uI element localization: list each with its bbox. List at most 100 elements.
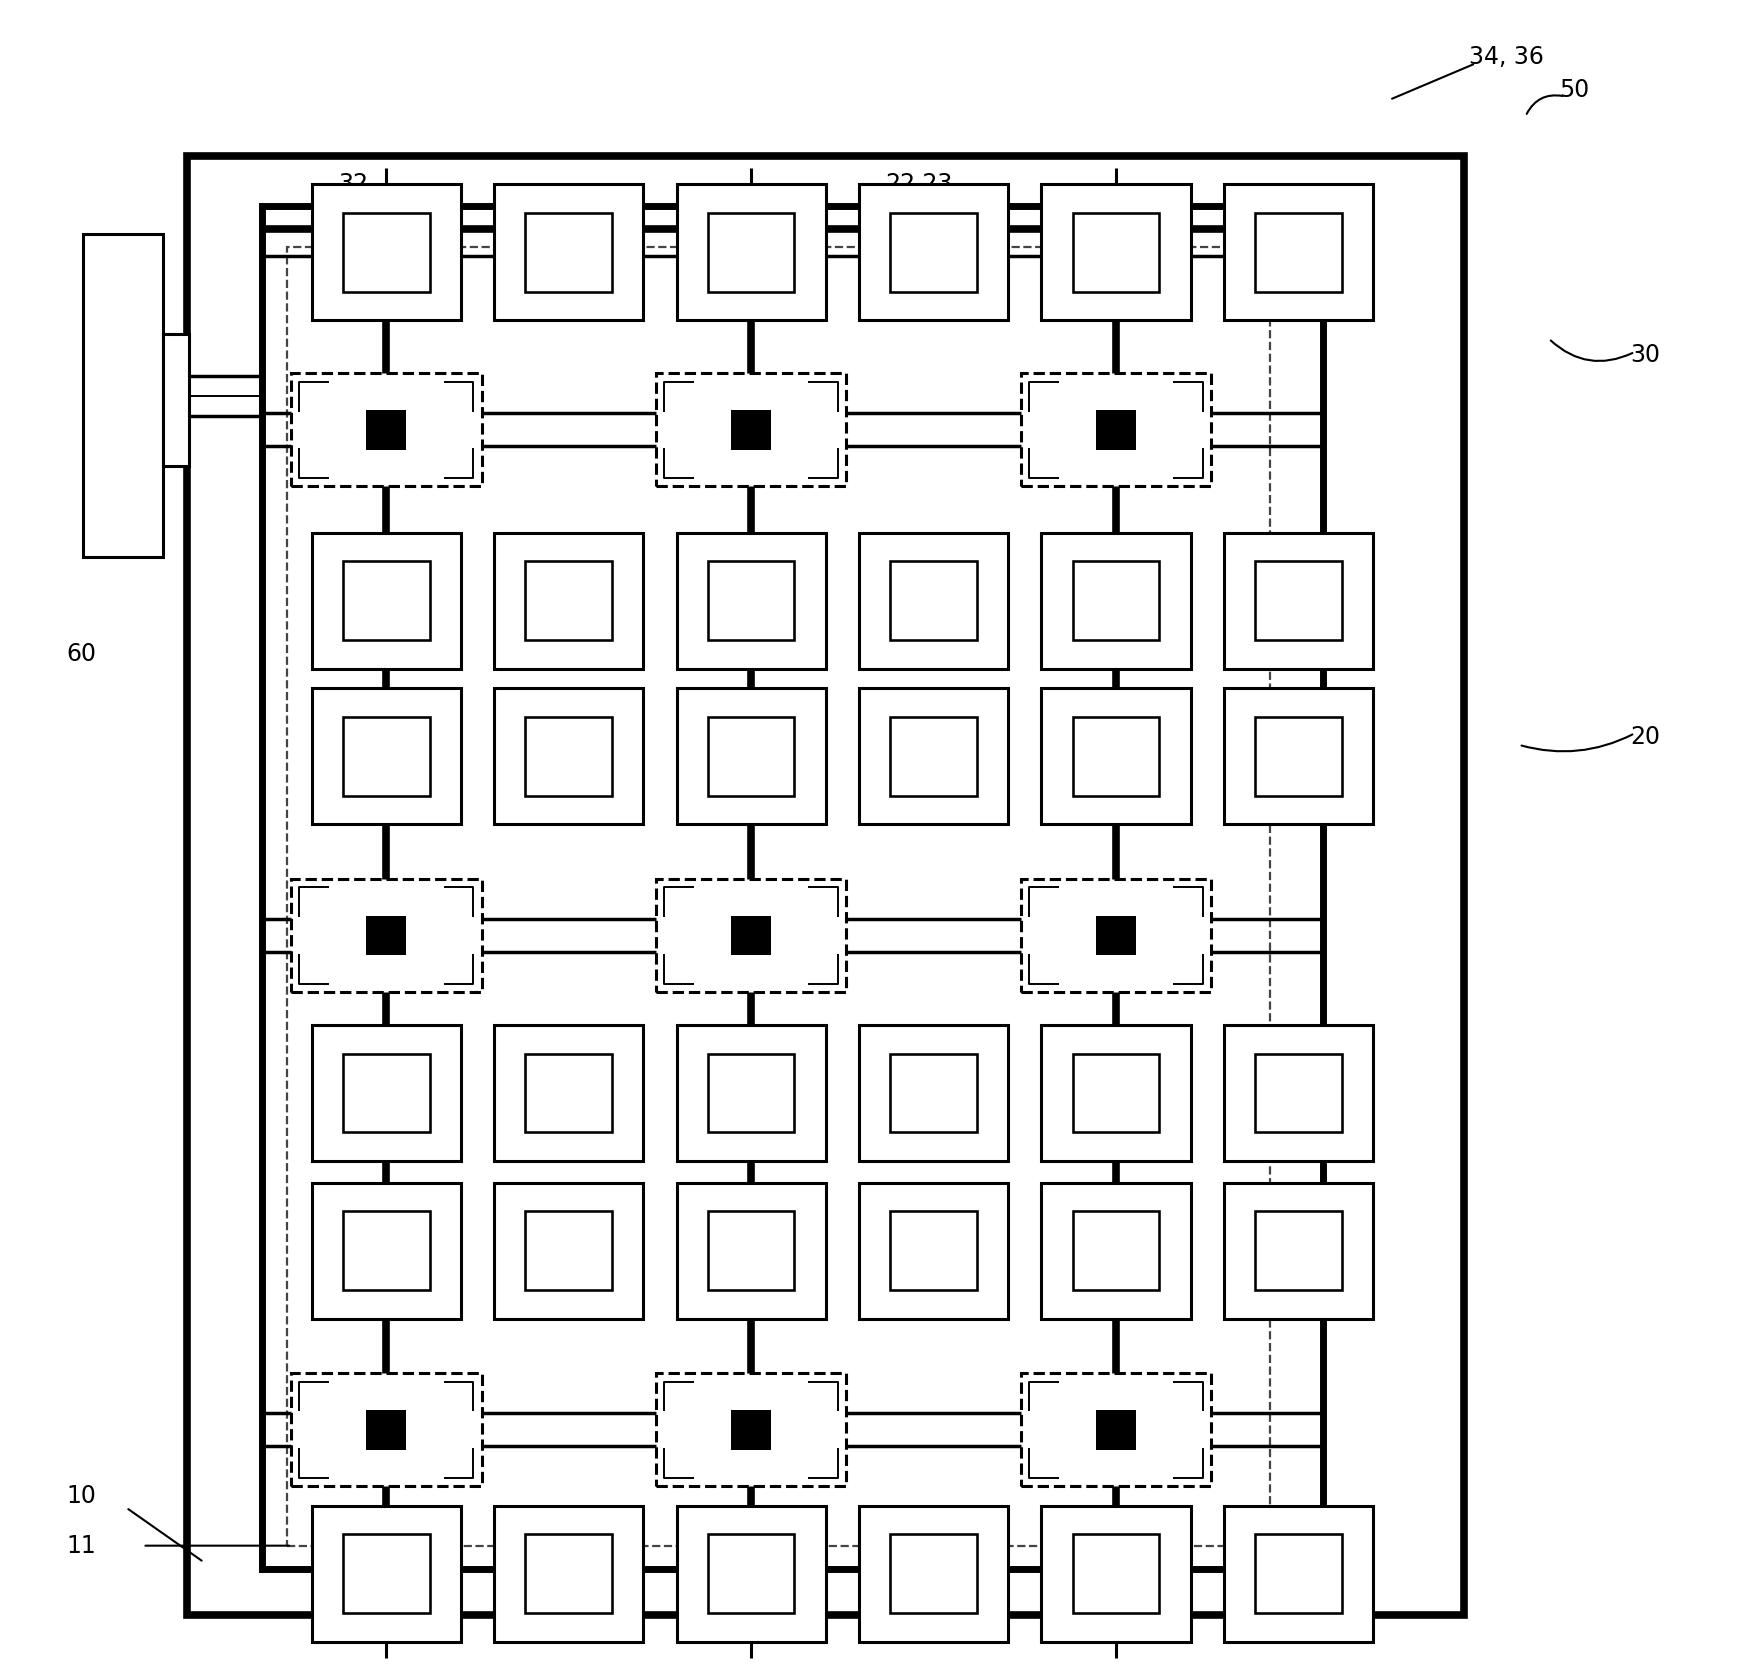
- Bar: [707, 212, 795, 293]
- Bar: [343, 717, 429, 796]
- Bar: [525, 1535, 613, 1613]
- Bar: [676, 1025, 826, 1160]
- Bar: [1021, 879, 1212, 991]
- Bar: [187, 155, 1464, 1615]
- Bar: [1073, 1535, 1159, 1613]
- Bar: [494, 1506, 643, 1642]
- Bar: [1224, 689, 1373, 824]
- Bar: [525, 717, 613, 796]
- Bar: [657, 1373, 846, 1486]
- Bar: [890, 562, 977, 640]
- Bar: [707, 1053, 795, 1132]
- Bar: [1042, 1182, 1191, 1319]
- Bar: [1042, 1025, 1191, 1160]
- Bar: [1224, 1025, 1373, 1160]
- Bar: [860, 184, 1009, 321]
- Bar: [676, 533, 826, 669]
- Bar: [676, 184, 826, 321]
- Bar: [525, 1053, 613, 1132]
- Text: 22,23: 22,23: [886, 172, 953, 196]
- Bar: [312, 184, 461, 321]
- Bar: [1224, 533, 1373, 669]
- Bar: [366, 1409, 406, 1450]
- Bar: [657, 879, 846, 991]
- Bar: [1224, 1182, 1373, 1319]
- Bar: [1224, 1506, 1373, 1642]
- Bar: [890, 1053, 977, 1132]
- Bar: [860, 1025, 1009, 1160]
- Text: 34, 36: 34, 36: [1469, 45, 1544, 69]
- Bar: [1042, 184, 1191, 321]
- Bar: [343, 1211, 429, 1291]
- Bar: [657, 373, 846, 487]
- Bar: [1255, 1535, 1341, 1613]
- Bar: [676, 1182, 826, 1319]
- Bar: [1096, 916, 1136, 955]
- Bar: [494, 1025, 643, 1160]
- Bar: [860, 1182, 1009, 1319]
- Bar: [860, 1506, 1009, 1642]
- Text: 60: 60: [67, 642, 96, 665]
- Bar: [343, 562, 429, 640]
- Text: 50: 50: [1558, 79, 1588, 102]
- Bar: [291, 879, 482, 991]
- Bar: [525, 1211, 613, 1291]
- Text: 30: 30: [1630, 343, 1660, 368]
- Bar: [287, 247, 1269, 1545]
- Bar: [1255, 717, 1341, 796]
- Bar: [494, 689, 643, 824]
- Bar: [1073, 1211, 1159, 1291]
- Bar: [291, 373, 482, 487]
- Bar: [1021, 373, 1212, 487]
- Bar: [890, 1211, 977, 1291]
- Bar: [343, 1053, 429, 1132]
- Bar: [1042, 533, 1191, 669]
- Bar: [525, 212, 613, 293]
- Bar: [163, 334, 189, 466]
- Bar: [732, 410, 770, 450]
- Bar: [890, 1535, 977, 1613]
- Text: 10: 10: [67, 1485, 96, 1508]
- Bar: [1255, 212, 1341, 293]
- Bar: [707, 1211, 795, 1291]
- Bar: [707, 717, 795, 796]
- Bar: [291, 1373, 482, 1486]
- Text: 26: 26: [1157, 413, 1187, 436]
- Bar: [732, 916, 770, 955]
- Text: 20: 20: [1630, 724, 1660, 749]
- Bar: [312, 689, 461, 824]
- Bar: [1042, 1506, 1191, 1642]
- Bar: [1073, 562, 1159, 640]
- Bar: [890, 717, 977, 796]
- Bar: [312, 1506, 461, 1642]
- Bar: [366, 916, 406, 955]
- Bar: [312, 533, 461, 669]
- Bar: [890, 212, 977, 293]
- Bar: [494, 184, 643, 321]
- Bar: [676, 1506, 826, 1642]
- Text: 32: 32: [338, 172, 368, 196]
- Bar: [676, 689, 826, 824]
- Bar: [860, 689, 1009, 824]
- Bar: [312, 1182, 461, 1319]
- Bar: [494, 1182, 643, 1319]
- Bar: [1073, 717, 1159, 796]
- Bar: [343, 1535, 429, 1613]
- Bar: [1224, 184, 1373, 321]
- Bar: [1073, 1053, 1159, 1132]
- Bar: [82, 234, 163, 557]
- Bar: [732, 1409, 770, 1450]
- Bar: [1042, 689, 1191, 824]
- Bar: [1073, 212, 1159, 293]
- Bar: [1096, 1409, 1136, 1450]
- Bar: [1255, 562, 1341, 640]
- Bar: [525, 562, 613, 640]
- Bar: [1255, 1211, 1341, 1291]
- Bar: [707, 1535, 795, 1613]
- Bar: [494, 533, 643, 669]
- Bar: [366, 410, 406, 450]
- Bar: [1021, 1373, 1212, 1486]
- Bar: [707, 562, 795, 640]
- Bar: [860, 533, 1009, 669]
- Bar: [343, 212, 429, 293]
